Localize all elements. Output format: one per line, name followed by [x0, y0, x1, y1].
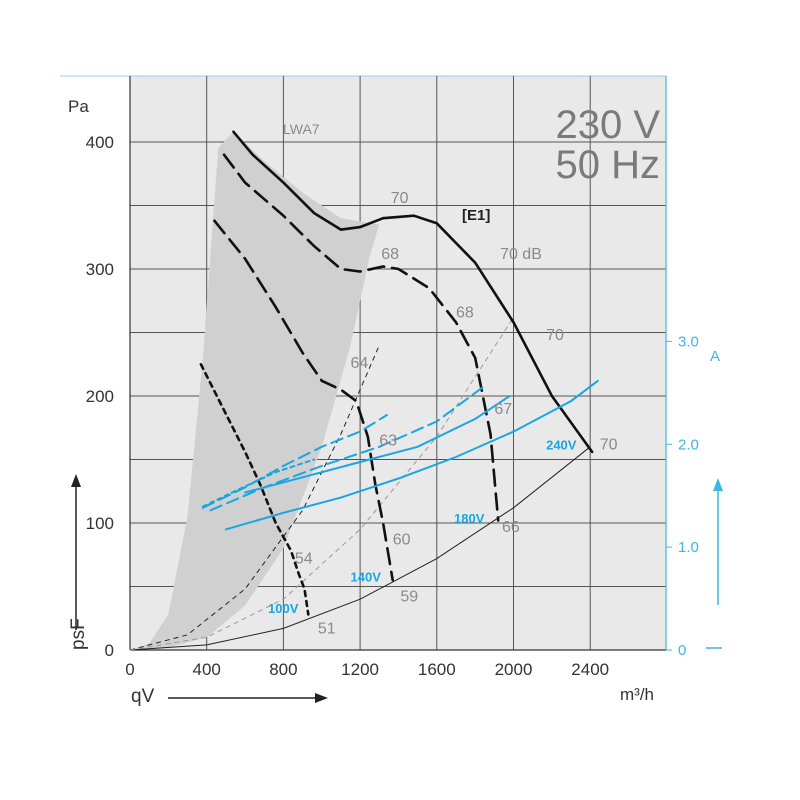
pressure-curve-180v — [222, 153, 500, 522]
operating-point-label: 66 — [502, 519, 520, 536]
x-tick-label: 400 — [193, 660, 221, 679]
x-axis-arrow-head — [315, 693, 328, 703]
pressure-curve-140v — [213, 219, 394, 582]
current-curve-240v — [224, 379, 599, 531]
pressure-curve-240v — [232, 130, 594, 454]
x-tick-label: 800 — [269, 660, 297, 679]
operating-point-label: 67 — [494, 401, 512, 418]
current-curve-180v — [244, 395, 511, 494]
operating-point-label: 64 — [351, 355, 369, 372]
operating-point-label: 70 — [546, 327, 564, 344]
pressure-curve-100v — [199, 363, 310, 616]
y-tick-label: 100 — [86, 514, 114, 533]
operating-point-label: 70 dB — [500, 246, 542, 263]
voltage-step-label: 180V — [454, 511, 485, 526]
y-tick-label: 0 — [105, 641, 114, 660]
curve-label: [E1] — [462, 207, 490, 224]
x-tick-label: 1600 — [418, 660, 456, 679]
operating-point-label: 59 — [400, 589, 418, 606]
operating-point-label: 51 — [318, 620, 336, 637]
noise-shaded-area — [130, 131, 380, 651]
operating-point-label: 54 — [295, 551, 313, 568]
right-axis-arrow-head — [713, 478, 723, 491]
y-tick-label: 400 — [86, 133, 114, 152]
x-tick-label: 2000 — [495, 660, 533, 679]
operating-point-label: 68 — [381, 246, 399, 263]
right-tick-label: 1.0 — [678, 539, 699, 556]
x-tick-label: 2400 — [571, 660, 609, 679]
system-curve — [129, 345, 380, 651]
system-curve — [129, 317, 514, 651]
x-tick-label: 0 — [125, 660, 134, 679]
y-axis-title: psF — [68, 618, 89, 650]
voltage-step-label: 140V — [351, 569, 382, 584]
current-curve-180v — [209, 384, 486, 512]
voltage-step-label: 240V — [546, 437, 577, 452]
y-tick-label: 300 — [86, 260, 114, 279]
right-unit-label: A — [710, 348, 720, 365]
right-tick-label: 2.0 — [678, 436, 699, 453]
y-tick-label: 200 — [86, 387, 114, 406]
operating-point-label: 60 — [393, 532, 411, 549]
operating-point-label: 70 — [600, 436, 618, 453]
operating-point-label: 68 — [456, 304, 474, 321]
x-tick-label: 1200 — [341, 660, 379, 679]
voltage-step-label: 100V — [268, 601, 299, 616]
system-curve — [129, 446, 591, 651]
current-curve-140v — [201, 414, 388, 509]
operating-point-label: 63 — [379, 433, 397, 450]
frequency-label: 50 Hz — [556, 143, 661, 187]
noise-label: LWA7 — [283, 121, 320, 137]
voltage-label: 230 V — [555, 103, 660, 147]
right-tick-label: 3.0 — [678, 333, 699, 350]
y-axis-arrow-head — [71, 474, 81, 487]
x-unit-label: m³/h — [620, 685, 654, 704]
y-unit-label: Pa — [68, 97, 89, 116]
right-tick-label: 0 — [678, 642, 686, 659]
x-axis-title: qV — [131, 686, 155, 707]
operating-point-label: 70 — [391, 190, 409, 207]
current-curve-100v — [201, 458, 316, 508]
